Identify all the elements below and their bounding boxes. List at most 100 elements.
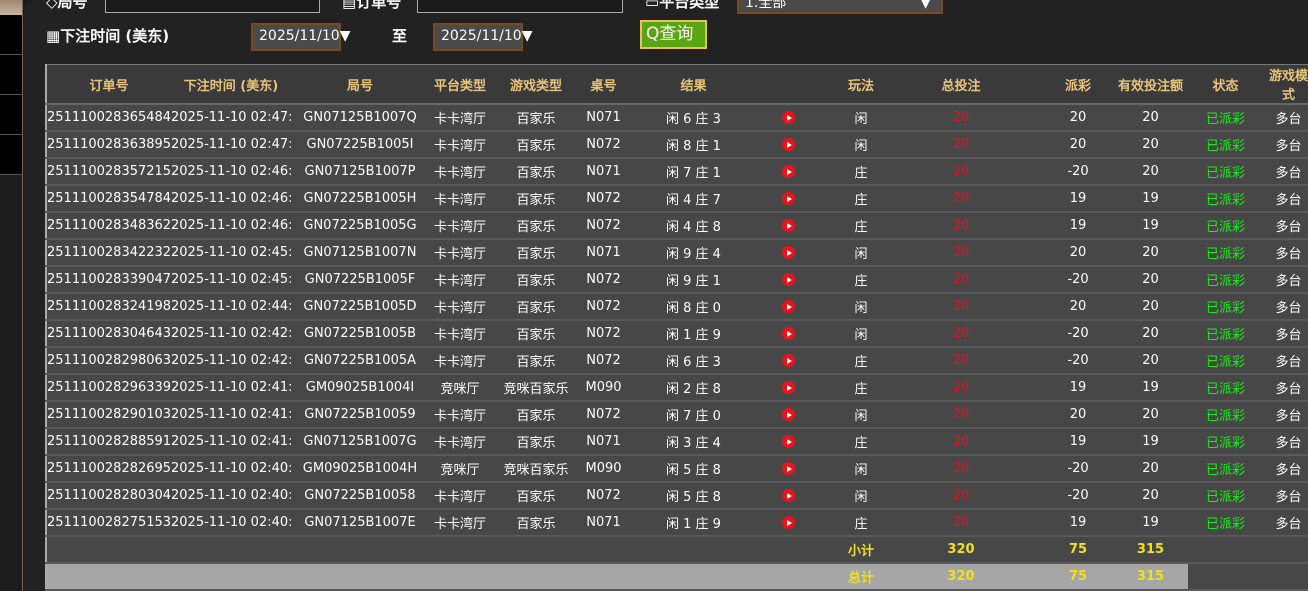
empty-cell [291, 536, 429, 564]
empty-cell [1016, 536, 1043, 564]
spacer-cell [1016, 158, 1043, 186]
valid-bet-cell: 20 [1113, 158, 1188, 186]
date-to-select[interactable]: 2025/11/10▼ [433, 23, 532, 51]
game-mode-cell: 多台 [1263, 428, 1308, 456]
bet-time-cell: 2025-11-10 02:46:53 [171, 158, 291, 186]
round-id-cell: GN07225B1005B [291, 320, 429, 348]
spacer-cell [1016, 482, 1043, 510]
play-video-icon[interactable] [782, 327, 795, 340]
spacer-cell [1016, 131, 1043, 159]
spacer-cell [1016, 401, 1043, 429]
play-video-icon[interactable] [782, 408, 795, 421]
game-mode-cell: 多台 [1263, 131, 1308, 159]
replay-cell [761, 104, 816, 132]
replay-cell [761, 212, 816, 240]
column-header: 游戏类型 [491, 64, 581, 105]
replay-cell [761, 455, 816, 483]
column-header: 状态 [1188, 64, 1263, 105]
platform-type-cell: 卡卡湾厅 [429, 185, 491, 213]
play-video-icon[interactable] [782, 462, 795, 475]
result-cell: 闲 4 庄 7 [626, 185, 761, 213]
platform-type-cell: 卡卡湾厅 [429, 428, 491, 456]
empty-cell [46, 563, 171, 591]
sidebar-item[interactable] [0, 15, 22, 55]
bet-type-cell: 闲 [816, 131, 906, 159]
status-cell: 已派彩 [1188, 293, 1263, 321]
result-cell: 闲 5 庄 8 [626, 482, 761, 510]
result-cell: 闲 6 庄 3 [626, 347, 761, 375]
play-video-icon[interactable] [782, 192, 795, 205]
result-cell: 闲 5 庄 8 [626, 455, 761, 483]
platform-select[interactable]: 1.全部 ▼ [737, 0, 943, 14]
order-input[interactable] [417, 0, 623, 13]
play-video-icon[interactable] [782, 435, 795, 448]
play-video-icon[interactable] [782, 111, 795, 124]
game-type-cell: 百家乐 [491, 239, 581, 267]
bet-type-cell: 闲 [816, 320, 906, 348]
game-mode-cell: 多台 [1263, 158, 1308, 186]
subtotal-label: 小计 [816, 536, 906, 564]
total-bet-cell: 20 [906, 158, 1016, 186]
play-video-icon[interactable] [782, 489, 795, 502]
round-id-cell: GN07225B1005D [291, 293, 429, 321]
search-icon: Q [646, 24, 660, 44]
platform-label: ▭平台类型 [645, 0, 719, 12]
valid-bet-cell: 19 [1113, 509, 1188, 537]
total-payout: 75 [1043, 563, 1113, 591]
play-video-icon[interactable] [782, 165, 795, 178]
empty-cell [1188, 563, 1263, 591]
column-header [761, 64, 816, 105]
to-label: 至 [392, 27, 408, 45]
bet-time-cell: 2025-11-10 02:47:35 [171, 104, 291, 132]
table-id-cell: N071 [581, 104, 626, 132]
game-mode-cell: 多台 [1263, 347, 1308, 375]
game-mode-cell: 多台 [1263, 212, 1308, 240]
game-mode-cell: 多台 [1263, 374, 1308, 402]
sidebar-top [0, 0, 22, 15]
total-bet-cell: 20 [906, 374, 1016, 402]
play-video-icon[interactable] [782, 219, 795, 232]
replay-cell [761, 266, 816, 294]
table-id-cell: N071 [581, 239, 626, 267]
platform-type-cell: 卡卡湾厅 [429, 239, 491, 267]
query-button[interactable]: Q查询 [640, 20, 707, 49]
sidebar-item[interactable] [0, 135, 22, 175]
round-input[interactable] [105, 0, 320, 13]
sidebar-item[interactable] [0, 95, 22, 135]
bet-time-cell: 2025-11-10 02:42:02 [171, 347, 291, 375]
result-cell: 闲 9 庄 1 [626, 266, 761, 294]
bet-type-cell: 闲 [816, 401, 906, 429]
game-type-cell: 竞咪百家乐 [491, 374, 581, 402]
bet-type-cell: 庄 [816, 347, 906, 375]
payout-cell: 19 [1043, 212, 1113, 240]
valid-bet-cell: 20 [1113, 266, 1188, 294]
date-from-select[interactable]: 2025/11/10▼ [251, 23, 350, 51]
play-video-icon[interactable] [782, 138, 795, 151]
status-cell: 已派彩 [1188, 428, 1263, 456]
order-id-cell: 251110028365484 [46, 104, 171, 132]
play-video-icon[interactable] [782, 354, 795, 367]
order-label: ▤订单号 [342, 0, 401, 12]
play-video-icon[interactable] [782, 246, 795, 259]
payout-cell: 20 [1043, 131, 1113, 159]
sidebar-item[interactable] [0, 55, 22, 95]
play-video-icon[interactable] [782, 516, 795, 529]
total-bet-cell: 20 [906, 320, 1016, 348]
play-video-icon[interactable] [782, 381, 795, 394]
valid-bet-cell: 20 [1113, 347, 1188, 375]
payout-cell: 20 [1043, 239, 1113, 267]
game-type-cell: 百家乐 [491, 482, 581, 510]
order-id-cell: 251110028339047 [46, 266, 171, 294]
play-video-icon[interactable] [782, 300, 795, 313]
table-id-cell: N071 [581, 158, 626, 186]
bet-records-table: 订单号 下注时间 (美东) 局号 平台类型 游戏类型 桌号 结果 玩法 总投注 派彩 有效投注额 状态… [45, 64, 1308, 591]
platform-type-cell: 卡卡湾厅 [429, 482, 491, 510]
empty-cell [491, 536, 581, 564]
play-video-icon[interactable] [782, 273, 795, 286]
